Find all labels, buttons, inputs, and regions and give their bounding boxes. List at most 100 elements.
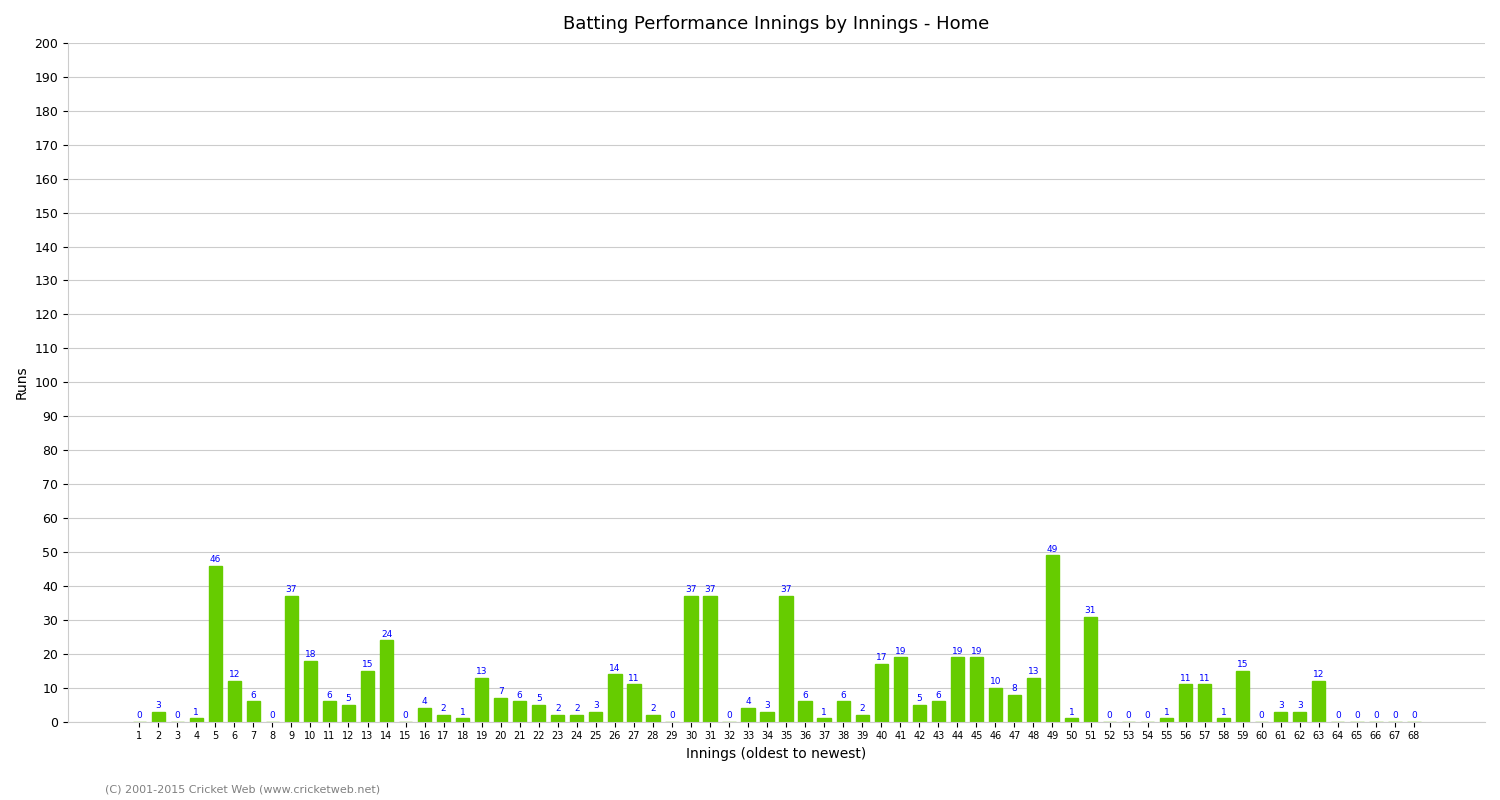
Bar <box>1046 555 1059 722</box>
Text: 6: 6 <box>251 690 257 700</box>
Text: 13: 13 <box>476 667 488 676</box>
Text: 1: 1 <box>194 708 200 717</box>
Bar <box>1179 684 1192 722</box>
Text: 0: 0 <box>174 711 180 720</box>
Text: 3: 3 <box>1298 701 1302 710</box>
Bar <box>780 596 792 722</box>
Text: 5: 5 <box>536 694 542 703</box>
Text: 24: 24 <box>381 630 392 638</box>
Text: 2: 2 <box>441 704 447 714</box>
Bar <box>818 718 831 722</box>
Bar <box>874 664 888 722</box>
Text: 17: 17 <box>876 654 886 662</box>
Bar <box>1274 711 1287 722</box>
Text: 0: 0 <box>402 711 408 720</box>
Bar <box>988 688 1002 722</box>
Bar <box>741 708 754 722</box>
Text: 0: 0 <box>270 711 276 720</box>
Text: 1: 1 <box>460 708 465 717</box>
Bar <box>532 705 546 722</box>
Text: 31: 31 <box>1084 606 1096 615</box>
Text: 0: 0 <box>1335 711 1341 720</box>
Bar <box>969 658 982 722</box>
Text: 3: 3 <box>156 701 160 710</box>
Bar <box>513 702 526 722</box>
Bar <box>837 702 850 722</box>
Bar <box>1008 694 1022 722</box>
Text: 0: 0 <box>1354 711 1359 720</box>
Text: 1: 1 <box>1221 708 1227 717</box>
Text: 19: 19 <box>894 646 906 655</box>
Text: 4: 4 <box>422 698 428 706</box>
Text: 0: 0 <box>1412 711 1418 720</box>
Text: 6: 6 <box>936 690 940 700</box>
Bar <box>1312 681 1326 722</box>
Text: 1: 1 <box>822 708 827 717</box>
Bar <box>209 566 222 722</box>
Text: 2: 2 <box>574 704 579 714</box>
Text: 2: 2 <box>555 704 561 714</box>
Bar <box>932 702 945 722</box>
Text: 0: 0 <box>1392 711 1398 720</box>
Title: Batting Performance Innings by Innings - Home: Batting Performance Innings by Innings -… <box>564 15 990 33</box>
Bar <box>1236 671 1250 722</box>
Bar <box>550 715 564 722</box>
Text: 13: 13 <box>1028 667 1039 676</box>
Bar <box>590 711 603 722</box>
Text: 2: 2 <box>859 704 865 714</box>
Text: 0: 0 <box>1125 711 1131 720</box>
Bar <box>760 711 774 722</box>
Text: 0: 0 <box>1258 711 1264 720</box>
Bar <box>189 718 202 722</box>
Bar <box>322 702 336 722</box>
Text: 6: 6 <box>802 690 808 700</box>
Text: 15: 15 <box>362 660 374 669</box>
Text: 0: 0 <box>1144 711 1150 720</box>
Text: 1: 1 <box>1068 708 1074 717</box>
Bar <box>304 661 316 722</box>
Y-axis label: Runs: Runs <box>15 366 28 399</box>
Text: 8: 8 <box>1011 684 1017 693</box>
Bar <box>646 715 660 722</box>
Bar <box>362 671 374 722</box>
Text: 37: 37 <box>704 586 716 594</box>
Bar <box>342 705 355 722</box>
Text: 3: 3 <box>592 701 598 710</box>
Bar <box>1065 718 1078 722</box>
Bar <box>436 715 450 722</box>
Bar <box>1028 678 1039 722</box>
Text: 1: 1 <box>1164 708 1170 717</box>
Bar <box>494 698 507 722</box>
Bar <box>912 705 926 722</box>
Bar <box>456 718 470 722</box>
Text: 19: 19 <box>970 646 982 655</box>
Bar <box>246 702 259 722</box>
Text: 6: 6 <box>327 690 333 700</box>
Bar <box>476 678 489 722</box>
Text: 37: 37 <box>285 586 297 594</box>
Bar <box>228 681 242 722</box>
Text: 10: 10 <box>990 677 1000 686</box>
Bar <box>152 711 165 722</box>
Text: 4: 4 <box>746 698 752 706</box>
X-axis label: Innings (oldest to newest): Innings (oldest to newest) <box>687 747 867 761</box>
Bar <box>894 658 908 722</box>
Text: 0: 0 <box>669 711 675 720</box>
Text: 19: 19 <box>951 646 963 655</box>
Bar <box>1216 718 1230 722</box>
Bar <box>951 658 964 722</box>
Text: 14: 14 <box>609 663 621 673</box>
Text: 12: 12 <box>1312 670 1324 679</box>
Bar <box>419 708 432 722</box>
Text: 46: 46 <box>210 555 220 564</box>
Text: 18: 18 <box>304 650 316 659</box>
Text: 49: 49 <box>1047 545 1058 554</box>
Bar <box>608 674 621 722</box>
Bar <box>684 596 698 722</box>
Bar <box>627 684 640 722</box>
Text: 3: 3 <box>764 701 770 710</box>
Text: 11: 11 <box>628 674 639 682</box>
Text: 15: 15 <box>1238 660 1248 669</box>
Text: 6: 6 <box>840 690 846 700</box>
Text: 3: 3 <box>1278 701 1284 710</box>
